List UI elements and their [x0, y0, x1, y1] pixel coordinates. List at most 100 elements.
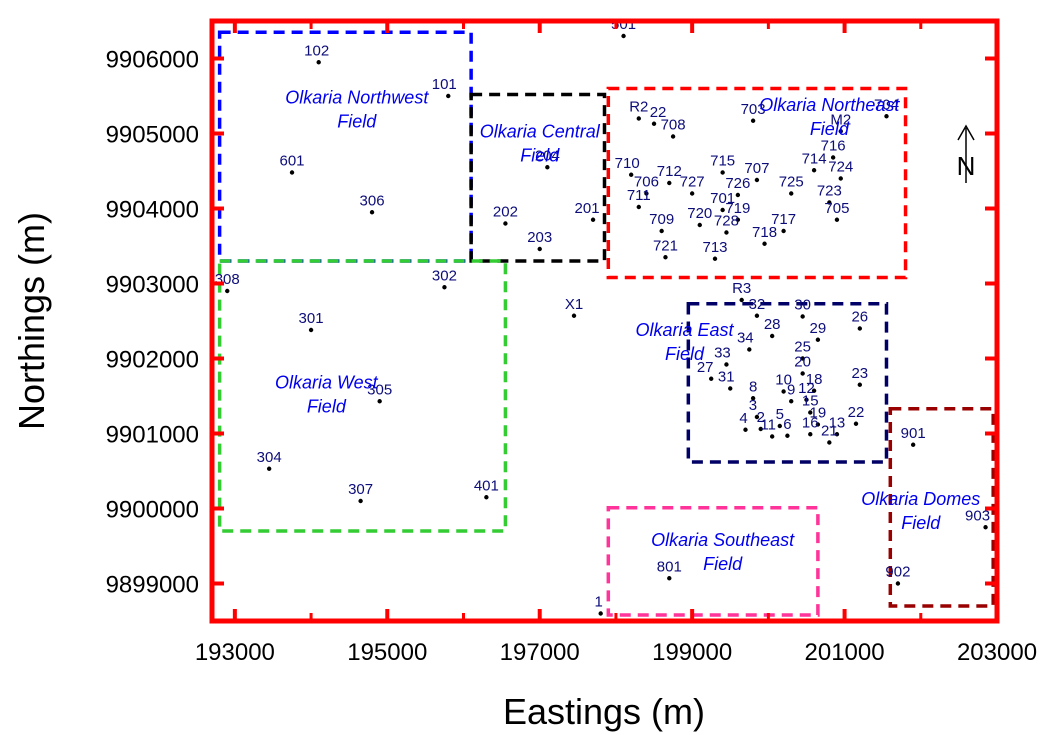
well-point	[800, 371, 805, 376]
y-tick-label: 9905000	[106, 122, 199, 149]
well-point	[804, 397, 809, 402]
well-label: 202	[493, 204, 518, 221]
y-tick-label: 9899000	[106, 572, 199, 599]
well-point	[754, 414, 760, 420]
well-point	[446, 93, 451, 99]
field-label-olkaria-east: Olkaria East	[636, 320, 735, 340]
field-label-olkaria-west: Olkaria West	[275, 373, 379, 393]
well-label: 5	[776, 406, 784, 423]
well-label: 713	[702, 239, 727, 256]
y-tick-label: 9904000	[106, 197, 199, 224]
well-point	[910, 442, 916, 447]
well-label: 1	[595, 594, 603, 611]
well-label: 724	[828, 159, 853, 176]
well-point	[667, 180, 672, 186]
x-tick-label: 193000	[195, 639, 275, 666]
well-point	[762, 241, 767, 246]
well-label: 601	[280, 153, 305, 170]
well-point	[225, 288, 230, 294]
well-label: 723	[817, 183, 842, 200]
well-label: 801	[657, 558, 682, 575]
well-point	[895, 581, 901, 586]
x-tick-label: 199000	[652, 639, 732, 666]
field-label-olkaria-east: Field	[665, 344, 705, 364]
well-label: 26	[851, 309, 868, 326]
well-point	[808, 410, 813, 415]
well-label: 718	[752, 224, 777, 241]
well-point	[777, 423, 782, 429]
well-label: 11	[760, 417, 776, 434]
well-point	[659, 228, 664, 234]
well-label: 9	[787, 381, 795, 398]
x-tick-label: 195000	[347, 639, 427, 666]
well-label: 31	[718, 369, 735, 386]
well-point	[369, 210, 375, 215]
map-frame	[209, 18, 1000, 624]
well-label: 10	[775, 372, 792, 389]
well-point	[739, 297, 744, 303]
well-point	[377, 399, 382, 404]
well-point	[697, 222, 702, 228]
well-point	[838, 129, 843, 134]
y-tick-label: 9906000	[106, 47, 199, 74]
well-label: 305	[367, 381, 392, 398]
well-point	[808, 432, 813, 437]
well-label: 725	[779, 174, 804, 191]
well-label: 16	[802, 414, 819, 431]
well-point	[827, 200, 832, 205]
well-point	[571, 313, 577, 318]
well-label: 3	[749, 397, 757, 414]
well-label: 20	[794, 354, 811, 371]
field-label-olkaria-west: Field	[307, 397, 347, 417]
well-label: 302	[432, 267, 457, 284]
y-tick-label: 9903000	[106, 272, 199, 299]
well-point	[754, 313, 760, 318]
well-point	[789, 191, 794, 196]
well-label: 6	[783, 416, 791, 433]
well-label: 33	[714, 345, 731, 362]
well-label: 708	[661, 117, 686, 134]
well-point	[636, 116, 641, 121]
field-label-olkaria-northwest: Olkaria Northwest	[285, 88, 429, 108]
well-label: 726	[725, 175, 750, 192]
well-label: 19	[810, 405, 827, 422]
axis-ticks: 193000 195000 197000 199000 201000 2030009899…	[106, 21, 1037, 666]
x-tick-label: 201000	[805, 639, 885, 666]
field-label-olkaria-southeast: Field	[703, 554, 743, 574]
well-point	[811, 388, 817, 393]
well-label: 22	[650, 104, 667, 121]
well-point	[266, 466, 272, 471]
well-label: 304	[257, 449, 282, 466]
well-point	[750, 118, 756, 123]
well-label: 704	[874, 96, 899, 113]
well-label: 21	[821, 423, 838, 440]
field-label-olkaria-domes: Field	[901, 513, 941, 533]
well-label: 706	[634, 174, 659, 191]
north-arrow-letter: N	[957, 151, 976, 181]
well-label: 13	[829, 414, 846, 431]
well-point	[800, 314, 805, 319]
well-point	[785, 433, 790, 438]
well-label: 711	[627, 187, 651, 204]
well-label: 201	[575, 200, 600, 217]
well-label: 705	[824, 200, 849, 217]
well-point	[670, 134, 676, 139]
well-point	[724, 230, 729, 235]
well-point	[830, 155, 836, 160]
field-label-olkaria-central: Field	[520, 145, 560, 165]
well-label: 727	[680, 174, 705, 191]
well-label: 22	[848, 404, 865, 421]
well-label: 712	[657, 163, 682, 180]
well-label: R2	[629, 99, 648, 116]
well-label: 2	[757, 409, 765, 426]
y-tick-label: 9900000	[106, 497, 199, 524]
well-point	[663, 255, 668, 260]
well-label: 716	[821, 138, 846, 155]
well-point	[754, 177, 760, 183]
well-label: 715	[710, 153, 735, 170]
y-tick-label: 9901000	[106, 422, 199, 449]
well-label: 30	[794, 297, 811, 314]
well-label: 707	[744, 160, 769, 177]
